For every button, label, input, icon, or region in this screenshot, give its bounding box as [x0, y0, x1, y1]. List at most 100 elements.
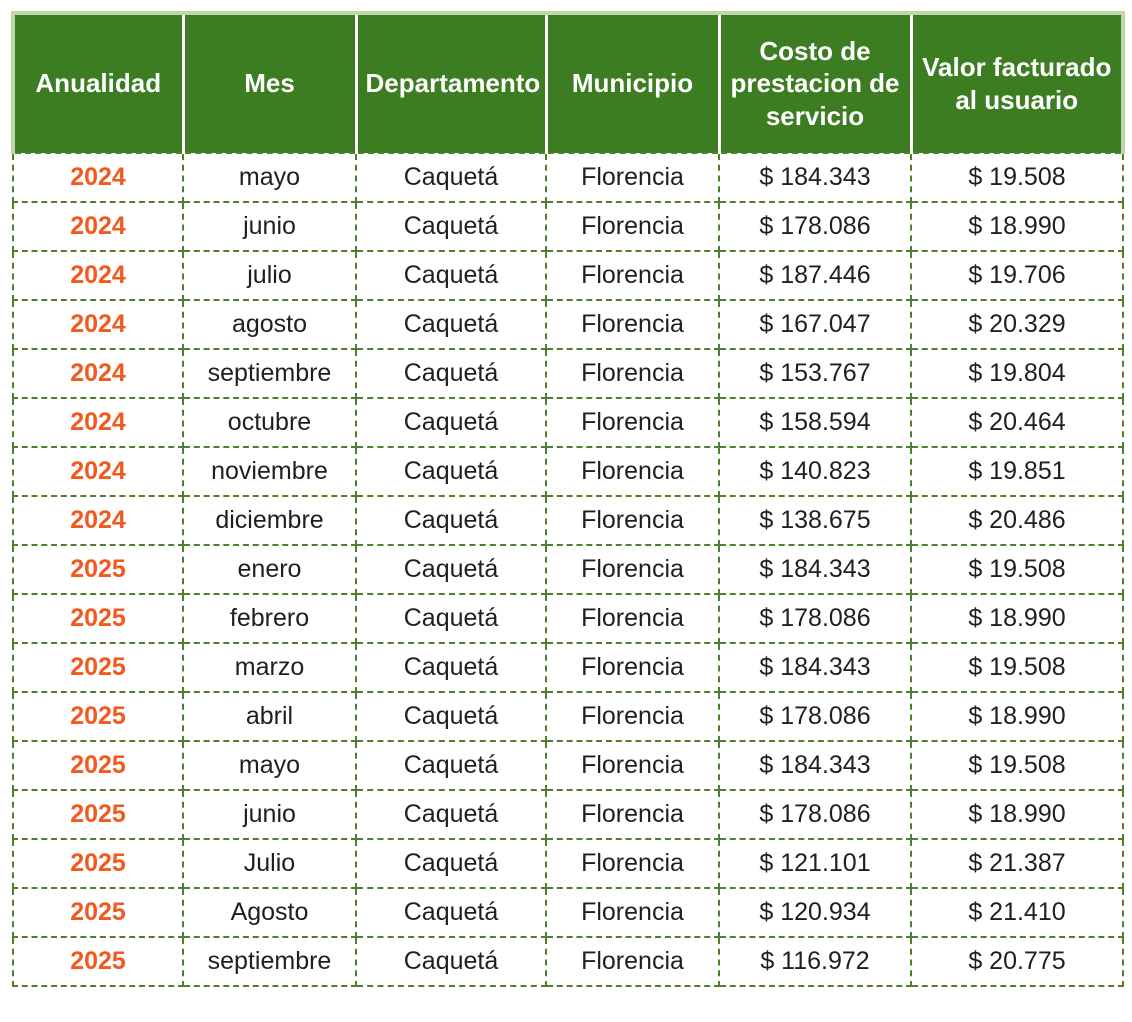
cell-costo: $ 178.086: [718, 691, 912, 742]
cell-anualidad: 2025: [12, 789, 184, 840]
column-header-anualidad: Anualidad: [11, 11, 183, 153]
cell-costo: $ 116.972: [718, 936, 912, 987]
cell-mes: septiembre: [182, 348, 357, 399]
cell-costo: $ 184.343: [718, 544, 912, 595]
cell-departamento: Caquetá: [355, 740, 547, 791]
table-row: 2024 julio Caquetá Florencia $ 187.446 $ 19.7…: [12, 250, 1124, 301]
cell-mes: Julio: [182, 838, 357, 889]
cell-anualidad: 2025: [12, 642, 184, 693]
cell-anualidad: 2025: [12, 838, 184, 889]
cell-departamento: Caquetá: [355, 495, 547, 546]
cell-departamento: Caquetá: [355, 446, 547, 497]
cell-departamento: Caquetá: [355, 152, 547, 203]
cell-anualidad: 2025: [12, 740, 184, 791]
cell-municipio: Florencia: [545, 152, 720, 203]
cell-municipio: Florencia: [545, 446, 720, 497]
cell-mes: Agosto: [182, 887, 357, 938]
table-row: 2024 diciembre Caquetá Florencia $ 138.675 $ …: [12, 495, 1124, 546]
cell-costo: $ 120.934: [718, 887, 912, 938]
table-row: 2024 septiembre Caquetá Florencia $ 153.767 $…: [12, 348, 1124, 399]
cell-mes: marzo: [182, 642, 357, 693]
cell-valor: $ 19.508: [910, 642, 1124, 693]
cell-costo: $ 178.086: [718, 201, 912, 252]
cell-departamento: Caquetá: [355, 691, 547, 742]
cell-municipio: Florencia: [545, 495, 720, 546]
cell-mes: noviembre: [182, 446, 357, 497]
table-row: 2024 agosto Caquetá Florencia $ 167.047 $ 20.…: [12, 299, 1124, 350]
table-row: 2024 junio Caquetá Florencia $ 178.086 $ 18.9…: [12, 201, 1124, 252]
cell-mes: enero: [182, 544, 357, 595]
cell-municipio: Florencia: [545, 250, 720, 301]
cell-mes: junio: [182, 201, 357, 252]
cell-costo: $ 184.343: [718, 642, 912, 693]
cell-municipio: Florencia: [545, 691, 720, 742]
cell-municipio: Florencia: [545, 348, 720, 399]
cell-anualidad: 2024: [12, 201, 184, 252]
cell-departamento: Caquetá: [355, 397, 547, 448]
cell-valor: $ 19.706: [910, 250, 1124, 301]
cell-mes: junio: [182, 789, 357, 840]
cell-mes: septiembre: [182, 936, 357, 987]
cell-departamento: Caquetá: [355, 642, 547, 693]
cell-anualidad: 2024: [12, 495, 184, 546]
cell-mes: agosto: [182, 299, 357, 350]
cell-valor: $ 19.508: [910, 740, 1124, 791]
cell-costo: $ 158.594: [718, 397, 912, 448]
table-row: 2025 abril Caquetá Florencia $ 178.086 $ 18.9…: [12, 691, 1124, 742]
cell-valor: $ 21.387: [910, 838, 1124, 889]
column-header-mes: Mes: [181, 11, 356, 153]
table-row: 2025 marzo Caquetá Florencia $ 184.343 $ 19.5…: [12, 642, 1124, 693]
cell-departamento: Caquetá: [355, 887, 547, 938]
cell-municipio: Florencia: [545, 789, 720, 840]
cell-costo: $ 153.767: [718, 348, 912, 399]
cell-valor: $ 21.410: [910, 887, 1124, 938]
cell-valor: $ 19.508: [910, 152, 1124, 203]
header-row: Anualidad Mes Departamento Municipio Cos…: [11, 11, 1125, 153]
cell-mes: febrero: [182, 593, 357, 644]
cell-valor: $ 20.775: [910, 936, 1124, 987]
cell-departamento: Caquetá: [355, 789, 547, 840]
cell-anualidad: 2025: [12, 887, 184, 938]
cell-anualidad: 2025: [12, 936, 184, 987]
cell-municipio: Florencia: [545, 838, 720, 889]
cell-anualidad: 2024: [12, 250, 184, 301]
table-body: 2024 mayo Caquetá Florencia $ 184.343 $ 19.50…: [12, 152, 1124, 987]
cell-municipio: Florencia: [545, 740, 720, 791]
cell-anualidad: 2025: [12, 593, 184, 644]
cell-municipio: Florencia: [545, 593, 720, 644]
table-header: Anualidad Mes Departamento Municipio Cos…: [11, 11, 1125, 153]
cell-anualidad: 2024: [12, 299, 184, 350]
cell-valor: $ 19.804: [910, 348, 1124, 399]
cell-valor: $ 20.329: [910, 299, 1124, 350]
cell-departamento: Caquetá: [355, 544, 547, 595]
column-header-municipio: Municipio: [544, 11, 719, 153]
cell-mes: diciembre: [182, 495, 357, 546]
cell-municipio: Florencia: [545, 642, 720, 693]
column-header-departamento: Departamento: [354, 11, 546, 153]
cell-valor: $ 18.990: [910, 593, 1124, 644]
cell-municipio: Florencia: [545, 397, 720, 448]
table-row: 2025 enero Caquetá Florencia $ 184.343 $ 19.5…: [12, 544, 1124, 595]
cell-anualidad: 2024: [12, 348, 184, 399]
cell-anualidad: 2025: [12, 544, 184, 595]
cell-costo: $ 138.675: [718, 495, 912, 546]
cell-departamento: Caquetá: [355, 593, 547, 644]
cell-departamento: Caquetá: [355, 348, 547, 399]
cell-costo: $ 184.343: [718, 152, 912, 203]
cell-valor: $ 19.508: [910, 544, 1124, 595]
cell-anualidad: 2024: [12, 397, 184, 448]
cell-valor: $ 19.851: [910, 446, 1124, 497]
cell-municipio: Florencia: [545, 299, 720, 350]
table-row: 2025 febrero Caquetá Florencia $ 178.086 $ 18…: [12, 593, 1124, 644]
column-header-costo: Costo de prestacion de servicio: [717, 11, 911, 153]
cell-anualidad: 2024: [12, 446, 184, 497]
cell-valor: $ 18.990: [910, 201, 1124, 252]
cell-mes: mayo: [182, 740, 357, 791]
cell-mes: mayo: [182, 152, 357, 203]
billing-table: Anualidad Mes Departamento Municipio Cos…: [11, 11, 1125, 987]
cell-valor: $ 18.990: [910, 691, 1124, 742]
table-row: 2025 septiembre Caquetá Florencia $ 116.972 $…: [12, 936, 1124, 987]
cell-costo: $ 121.101: [718, 838, 912, 889]
table-row: 2024 mayo Caquetá Florencia $ 184.343 $ 19.50…: [12, 152, 1124, 203]
cell-valor: $ 18.990: [910, 789, 1124, 840]
